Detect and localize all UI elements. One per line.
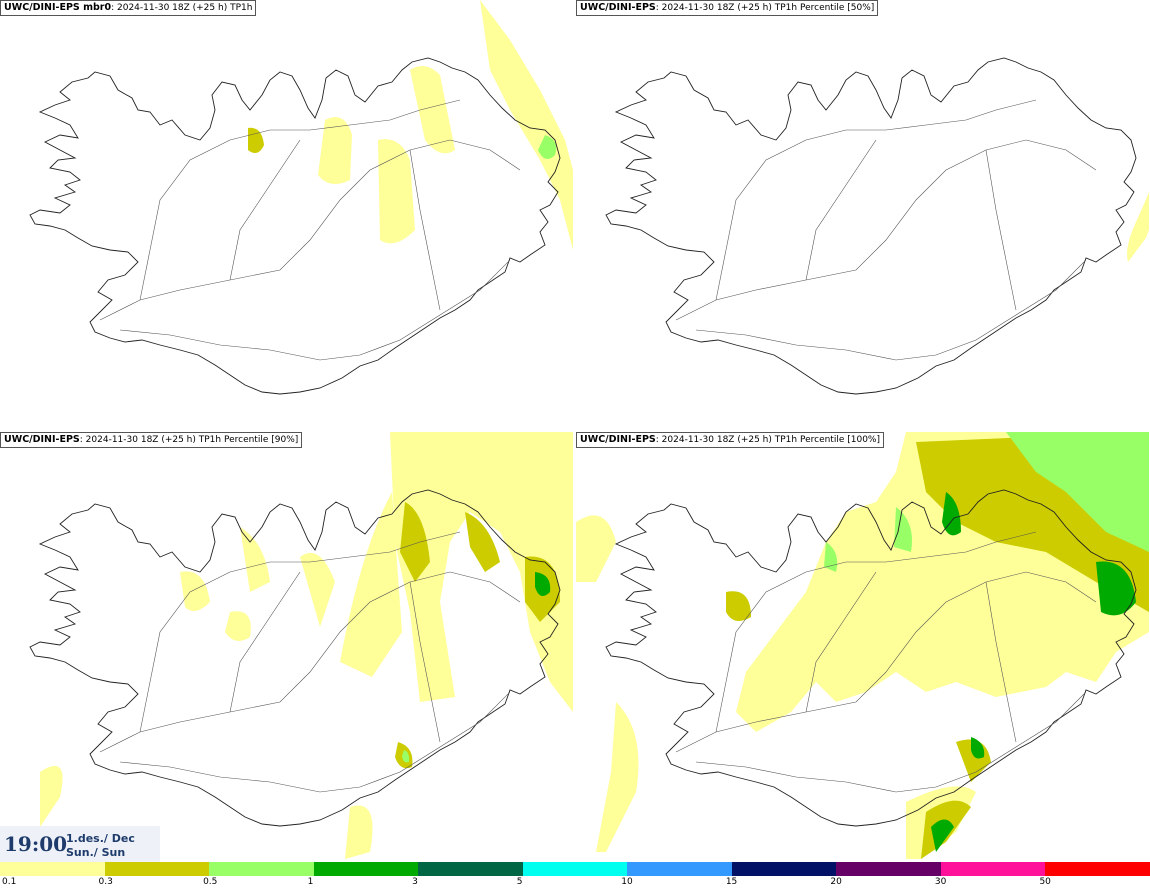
precip-area [538,135,557,159]
colorbar-swatch [940,862,1046,876]
precip-area [465,512,500,572]
precip-area [345,805,373,859]
colorbar-swatch [0,862,105,876]
panel-title: UWC/DINI-EPS: 2024-11-30 18Z (+25 h) TP1… [576,432,884,448]
colorbar-tick-label: 5 [516,877,523,887]
precip-map [605,57,1149,395]
road-line [119,259,511,361]
colorbar-swatch [522,862,628,876]
colorbar-swatch [209,862,314,876]
coastline [29,489,561,827]
precip-area [378,139,415,244]
road-line [99,139,521,321]
coastline [605,57,1137,395]
coastline [605,489,1137,827]
colorbar-tick-label: 3 [412,877,418,887]
precip-area [318,117,352,184]
precip-area [402,750,410,763]
precip-area [390,432,573,712]
precip-area [894,507,912,552]
road-line [409,581,441,743]
precip-area [400,502,430,582]
coastline [29,57,561,395]
precip-area [410,66,455,154]
valid-time-box: 19:00 1.des./ Dec Sun./ Sun [0,826,160,862]
road-line [119,691,511,793]
precip-area [40,765,63,827]
colorbar-tick-label: 0.3 [98,877,113,887]
colorbar-tick-label: 15 [725,877,738,887]
precip-area [340,492,402,677]
colorbar-swatch [836,862,941,876]
colorbar-ticks: 0.1 0.3 0.5 1 3 5 10 15 20 30 50 [0,877,1150,891]
precip-area [1127,191,1149,262]
colorbar-tick-label: 50 [1039,877,1051,887]
colorbar-tick-label: 1 [307,877,314,887]
map-panel-p50: UWC/DINI-EPS: 2024-11-30 18Z (+25 h) TP1… [576,0,1149,427]
precip-area [576,515,616,582]
road-line [695,691,1087,793]
precip-area [480,0,573,250]
precip-map [29,0,573,395]
precip-area [1096,561,1136,616]
precip-area [240,527,270,592]
precip-area [225,611,251,641]
colorbar-tick-label: 0.1 [2,877,17,887]
colorbar-swatch [104,862,210,876]
precip-colorbar [0,862,1150,876]
road-line [695,259,1087,361]
precip-area [535,572,551,596]
colorbar-tick-label: 0.5 [203,877,218,887]
valid-time: 19:00 [4,832,68,856]
colorbar-swatch [627,862,732,876]
precip-area [300,552,335,627]
precip-area [180,571,210,611]
precip-area [824,542,838,572]
colorbar-swatch [731,862,837,876]
road-line [985,149,1017,311]
map-panel-p100: UWC/DINI-EPS: 2024-11-30 18Z (+25 h) TP1… [576,432,1149,859]
map-panel-mbr0: UWC/DINI-EPS mbr0: 2024-11-30 18Z (+25 h… [0,0,573,427]
map-panel-p90: UWC/DINI-EPS: 2024-11-30 18Z (+25 h) TP1… [0,432,573,859]
road-line [409,149,441,311]
colorbar-swatch [313,862,419,876]
road-line [675,571,1097,753]
colorbar-swatch [1045,862,1150,876]
precip-area [1006,432,1149,552]
colorbar-tick-label: 30 [934,877,947,887]
colorbar-swatch [418,862,523,876]
road-line [229,139,301,281]
road-line [715,99,1037,301]
road-line [139,531,461,733]
colorbar-tick-label: 10 [621,877,633,887]
panel-title: UWC/DINI-EPS: 2024-11-30 18Z (+25 h) TP1… [0,432,303,448]
road-line [715,531,1037,733]
road-line [139,99,461,301]
road-line [229,571,301,713]
panel-title: UWC/DINI-EPS mbr0: 2024-11-30 18Z (+25 h… [0,0,257,16]
road-line [805,571,877,713]
colorbar-tick-label: 20 [830,877,842,887]
precip-area [942,492,961,536]
precip-map [576,432,1149,859]
precip-area [971,737,985,759]
road-line [99,571,521,753]
valid-date-line1: 1.des./ Dec [66,832,135,845]
road-line [805,139,877,281]
precip-area [248,127,264,154]
road-line [675,139,1097,321]
road-line [985,581,1017,743]
valid-date-line2: Sun./ Sun [66,846,126,859]
precip-area [596,702,639,852]
panel-title: UWC/DINI-EPS: 2024-11-30 18Z (+25 h) TP1… [576,0,879,16]
precip-area [931,819,954,852]
precip-map [29,432,573,859]
precip-area [726,591,751,621]
